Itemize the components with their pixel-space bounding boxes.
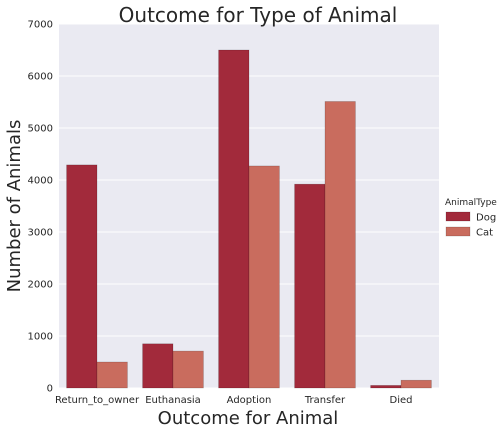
y-tick-label: 7000 [28, 20, 53, 31]
bar-cat [248, 165, 280, 389]
legend: AnimalType Dog Cat [445, 198, 497, 239]
x-tick-label: Died [390, 395, 413, 406]
x-tick-labels: Return_to_owner Euthanasia Adoption Transfe… [55, 395, 413, 406]
bar-cat [172, 350, 204, 389]
x-axis-title: Outcome for Animal [158, 408, 339, 429]
bar-dog [66, 164, 98, 389]
y-tick-label: 2000 [28, 280, 53, 291]
bar-cat [324, 101, 356, 389]
legend-label-dog: Dog [476, 213, 496, 224]
y-tick-label: 5000 [28, 124, 53, 135]
y-axis-title: Number of Animals [4, 120, 25, 293]
x-tick-label: Transfer [304, 395, 346, 406]
chart-title: Outcome for Type of Animal [119, 3, 398, 27]
bar-cat [96, 361, 128, 389]
legend-label-cat: Cat [476, 228, 493, 239]
y-tick-label: 0 [47, 384, 53, 395]
y-tick-labels: 0 1000 2000 3000 4000 5000 6000 7000 [28, 20, 53, 395]
x-tick-label: Euthanasia [145, 395, 201, 406]
bar-dog [370, 385, 402, 389]
legend-swatch-cat [445, 226, 471, 237]
legend-title: AnimalType [445, 198, 497, 208]
bars [66, 49, 432, 389]
y-tick-label: 4000 [28, 176, 53, 187]
bar-dog [142, 343, 174, 389]
x-tick-label: Adoption [227, 395, 272, 406]
y-tick-label: 6000 [28, 72, 53, 83]
bar-cat [400, 379, 432, 389]
y-tick-label: 1000 [28, 332, 53, 343]
bar-dog [294, 183, 326, 389]
legend-swatch-dog [445, 211, 471, 222]
y-tick-label: 3000 [28, 228, 53, 239]
bar-dog [218, 49, 250, 389]
x-tick-label: Return_to_owner [55, 395, 140, 406]
